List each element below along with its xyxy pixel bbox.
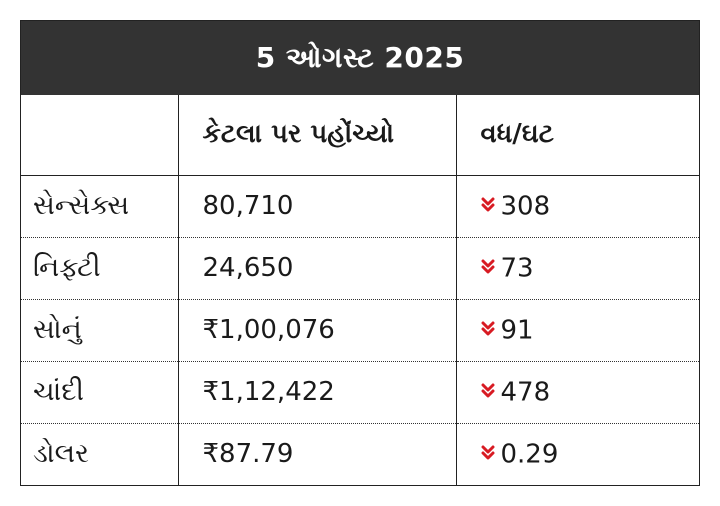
change-value: 91 xyxy=(500,315,534,346)
table-row: ચાંદી ₹1,12,422 478 xyxy=(21,361,699,424)
table-row: નિફ્ટી 24,650 73 xyxy=(21,237,699,300)
header-level: કેટલા પર પહોંચ્યો xyxy=(178,95,457,176)
header-empty xyxy=(21,95,179,176)
double-chevron-down-icon xyxy=(481,197,494,212)
table-row: ડોલર ₹87.79 0.29 xyxy=(21,423,699,485)
row-change: 73 xyxy=(456,237,699,300)
row-value: ₹87.79 xyxy=(178,423,457,485)
row-name: સોનું xyxy=(21,299,179,362)
change-value: 0.29 xyxy=(500,439,559,470)
table-title: 5 ઓગસ્ટ 2025 xyxy=(21,21,699,95)
double-chevron-down-icon xyxy=(481,321,494,336)
change-value: 478 xyxy=(500,377,551,408)
header-change: વધ/ઘટ xyxy=(456,95,699,176)
row-name: ડોલર xyxy=(21,423,179,485)
row-change: 308 xyxy=(456,175,699,238)
market-table: 5 ઓગસ્ટ 2025 કેટલા પર પહોંચ્યો વધ/ઘટ સેન… xyxy=(20,20,700,486)
row-value: ₹1,00,076 xyxy=(178,299,457,362)
change-value: 308 xyxy=(500,191,551,222)
row-value: ₹1,12,422 xyxy=(178,361,457,424)
row-change: 91 xyxy=(456,299,699,362)
table-row: સેન્સેક્સ 80,710 308 xyxy=(21,175,699,238)
row-change: 478 xyxy=(456,361,699,424)
row-name: ચાંદી xyxy=(21,361,179,424)
change-value: 73 xyxy=(500,253,534,284)
table-row: સોનું ₹1,00,076 91 xyxy=(21,299,699,362)
row-change: 0.29 xyxy=(456,423,699,485)
double-chevron-down-icon xyxy=(481,259,494,274)
market-data-table: કેટલા પર પહોંચ્યો વધ/ઘટ સેન્સેક્સ 80,710… xyxy=(21,95,699,485)
double-chevron-down-icon xyxy=(481,445,494,460)
row-name: નિફ્ટી xyxy=(21,237,179,300)
header-row: કેટલા પર પહોંચ્યો વધ/ઘટ xyxy=(21,95,699,176)
row-name: સેન્સેક્સ xyxy=(21,175,179,238)
row-value: 80,710 xyxy=(178,175,457,238)
row-value: 24,650 xyxy=(178,237,457,300)
double-chevron-down-icon xyxy=(481,383,494,398)
